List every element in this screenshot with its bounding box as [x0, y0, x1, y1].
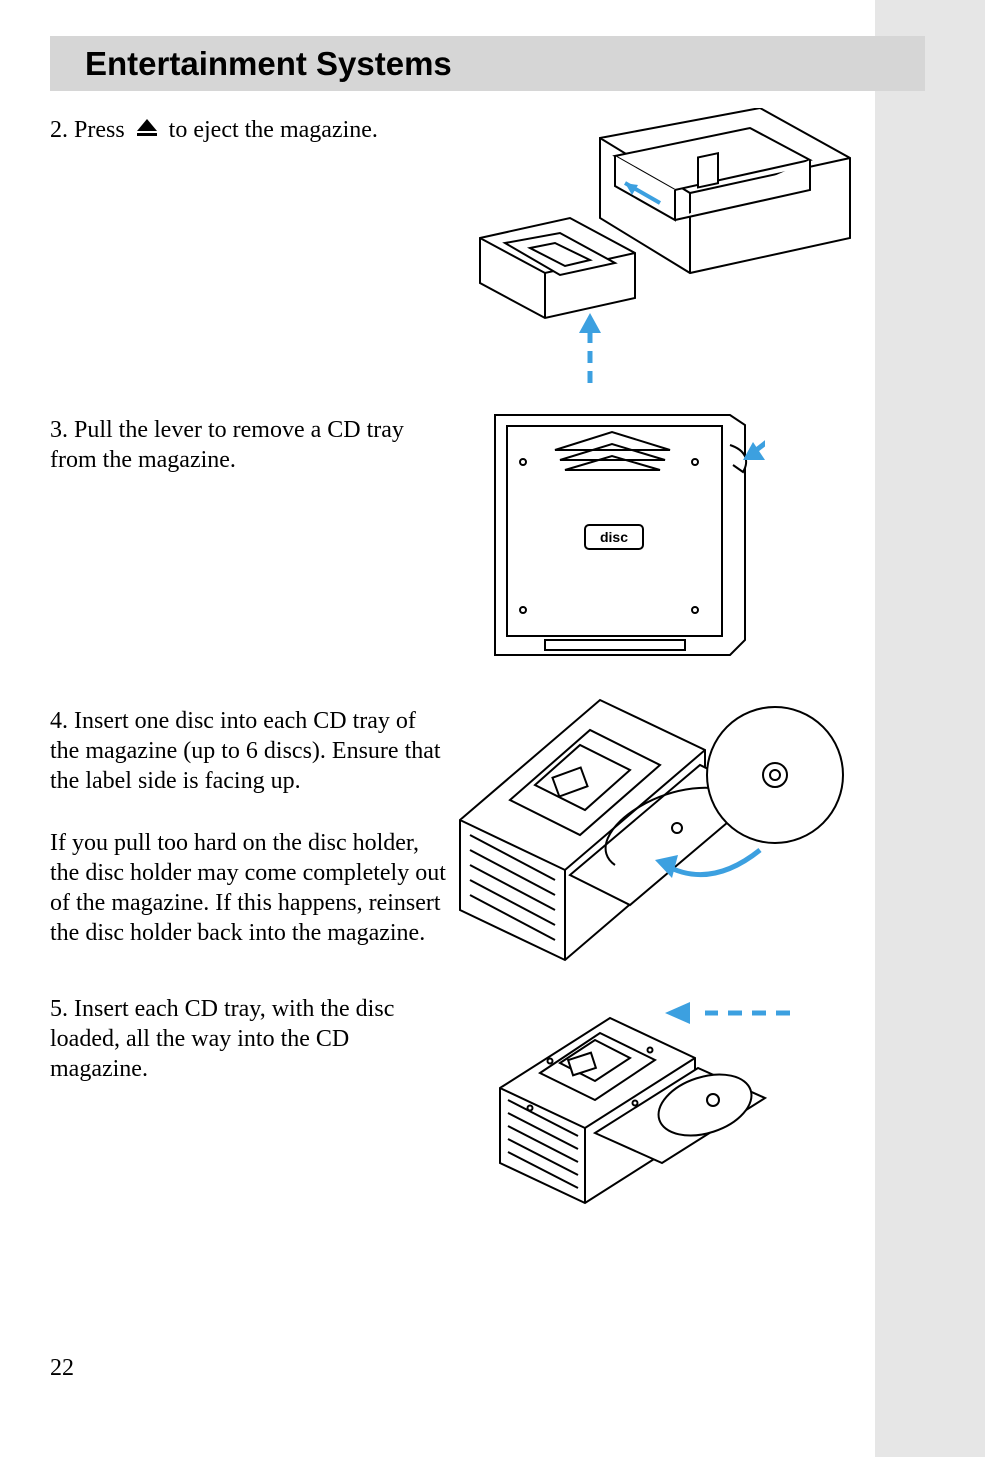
eject-icon [135, 115, 159, 145]
illustration-eject-magazine [460, 108, 860, 388]
step-4b: If you pull too hard on the disc holder,… [50, 828, 450, 948]
step-4a-text: 4. Insert one disc into each CD tray of … [50, 706, 450, 796]
step-2-suffix: to eject the magazine. [169, 117, 378, 143]
step-2-prefix: 2. Press [50, 117, 125, 143]
section-header: Entertainment Systems [50, 36, 925, 91]
page-right-margin [875, 0, 985, 1457]
step-3: 3. Pull the lever to remove a CD tray fr… [50, 415, 450, 475]
step-3-text: 3. Pull the lever to remove a CD tray fr… [50, 415, 450, 475]
step-4b-text: If you pull too hard on the disc holder,… [50, 828, 450, 948]
svg-text:disc: disc [600, 529, 628, 545]
step-2-text: 2. Press to eject the magazine. [50, 115, 450, 145]
step-5: 5. Insert each CD tray, with the disc lo… [50, 994, 450, 1084]
illustration-insert-tray [470, 988, 810, 1208]
page-number: 22 [50, 1355, 74, 1382]
section-title: Entertainment Systems [85, 45, 452, 83]
illustration-pull-lever: disc [475, 400, 765, 668]
step-2: 2. Press to eject the magazine. [50, 115, 450, 145]
step-5-text: 5. Insert each CD tray, with the disc lo… [50, 994, 450, 1084]
illustration-insert-disc [450, 690, 845, 980]
step-4a: 4. Insert one disc into each CD tray of … [50, 706, 450, 796]
